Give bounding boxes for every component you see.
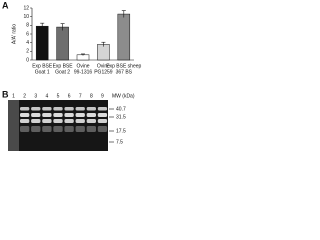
blot-band: [64, 113, 74, 117]
blot-band: [31, 113, 41, 117]
lane-number: 2: [23, 93, 26, 99]
blot-band: [75, 113, 85, 117]
blot-band: [97, 119, 108, 123]
blot-band: [42, 107, 52, 111]
lane-number: 8: [90, 93, 93, 99]
lane-number: 7: [79, 93, 82, 99]
bar: [35, 25, 49, 61]
mw-title: MW (kDa): [112, 93, 135, 99]
lane-number: 4: [45, 93, 48, 99]
blot-band: [53, 113, 63, 117]
x-tick-label: 99-1316: [74, 69, 93, 75]
y-tick-label: 8: [26, 23, 29, 29]
y-tick-label: 2: [26, 49, 29, 55]
mw-label: 7.5: [116, 139, 123, 145]
x-tick-label: Exp BSE sheep: [106, 63, 141, 69]
bar: [56, 26, 69, 61]
y-tick-label: 6: [26, 31, 29, 37]
blot-band: [97, 107, 108, 111]
blot-band: [42, 113, 52, 117]
blot-band: [31, 119, 41, 123]
blot-band: [97, 113, 108, 117]
blot-band: [42, 119, 52, 123]
x-tick-label: PG1259: [94, 69, 113, 75]
blot-band: [75, 126, 85, 132]
x-tick-label: Goat 1: [35, 69, 50, 75]
blot-band: [42, 126, 52, 132]
mw-label: 31.5: [116, 114, 126, 120]
blot-band: [75, 119, 85, 123]
bar: [97, 44, 110, 61]
blot-band: [31, 126, 41, 132]
blot-band: [64, 119, 74, 123]
blot-band: [20, 126, 30, 132]
panel-label: A: [2, 0, 9, 10]
blot-lane: [8, 100, 19, 151]
blot-band: [64, 107, 74, 111]
blot-band: [20, 113, 30, 117]
blot-band: [53, 126, 63, 132]
y-axis-label: A/A' ratio: [11, 24, 17, 44]
blot-band: [97, 126, 108, 132]
blot-band: [86, 113, 96, 117]
lane-number: 1: [12, 93, 15, 99]
mw-label: 40.7: [116, 106, 126, 112]
y-tick-label: 12: [23, 5, 29, 11]
bar: [117, 13, 131, 61]
panel-label: B: [2, 89, 9, 99]
x-tick-label: Exp BSE: [53, 63, 74, 69]
blot-band: [86, 119, 96, 123]
lane-number: 3: [34, 93, 37, 99]
blot-band: [53, 119, 63, 123]
blot-band: [20, 107, 30, 111]
x-tick-label: Exp BSE: [32, 63, 53, 69]
blot-band: [64, 126, 74, 132]
y-tick-label: 0: [26, 57, 29, 63]
lane-number: 5: [57, 93, 60, 99]
blot-band: [20, 119, 30, 123]
x-tick-label: Ovine: [97, 63, 110, 69]
blot-band: [86, 107, 96, 111]
blot-band: [86, 126, 96, 132]
x-tick-label: Ovine: [76, 63, 89, 69]
x-tick-label: Goat 2: [55, 69, 70, 75]
blot-band: [75, 107, 85, 111]
lane-number: 9: [101, 93, 104, 99]
blot-band: [53, 107, 63, 111]
mw-label: 17.5: [116, 128, 126, 134]
lane-number: 6: [68, 93, 71, 99]
y-tick-label: 10: [23, 14, 29, 20]
x-tick-label: 367 BS: [116, 69, 133, 75]
blot-band: [31, 107, 41, 111]
y-tick-label: 4: [26, 40, 29, 46]
